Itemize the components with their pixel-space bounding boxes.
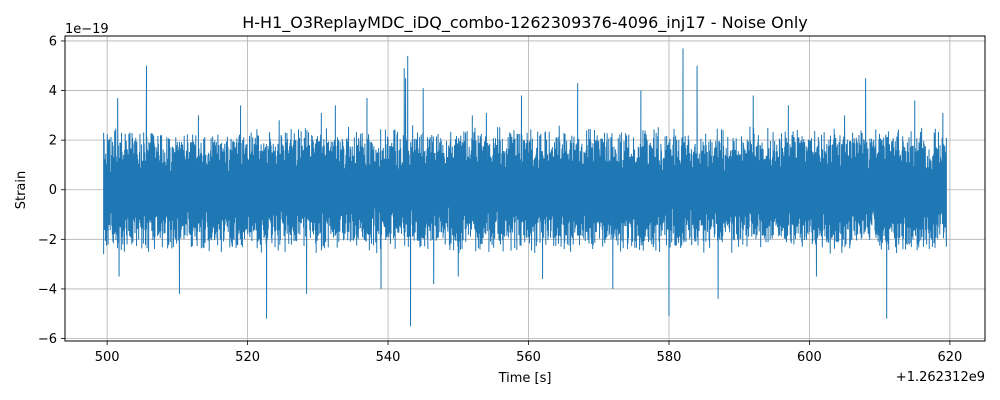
y-tick-label: 2 [49, 134, 57, 149]
strain-series-line [103, 48, 947, 327]
axes-frame [64, 35, 986, 342]
y-axis-label: Strain [14, 171, 29, 210]
x-axis-label: Time [s] [498, 371, 552, 386]
y-tick-label: −2 [38, 233, 57, 248]
x-offset-text: +1.262312e9 [896, 370, 985, 385]
x-tick-label: 620 [937, 350, 962, 365]
x-tick-label: 580 [657, 350, 682, 365]
y-tick-label: 6 [49, 34, 57, 49]
x-tick-label: 520 [235, 350, 260, 365]
plot-area [64, 35, 986, 342]
x-tick-label: 540 [376, 350, 401, 365]
y-tick-label: −6 [38, 332, 57, 347]
x-tick-label: 600 [797, 350, 822, 365]
y-axis-ticks: −6 −4 −2 0 2 4 6 [38, 34, 65, 347]
y-tick-label: 4 [49, 84, 57, 99]
y-scale-text: 1e−19 [65, 22, 109, 37]
y-tick-label: 0 [49, 183, 57, 198]
x-axis-ticks: 500 520 540 560 580 600 620 [95, 341, 962, 365]
y-tick-label: −4 [38, 282, 57, 297]
x-tick-label: 560 [516, 350, 541, 365]
x-tick-label: 500 [95, 350, 120, 365]
chart-title: H-H1_O3ReplayMDC_iDQ_combo-1262309376-40… [242, 13, 808, 33]
